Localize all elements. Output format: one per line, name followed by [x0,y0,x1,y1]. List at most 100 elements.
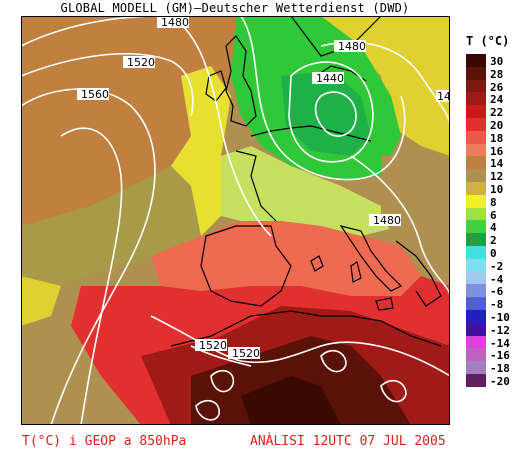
contour-closed-1 [210,369,235,393]
legend-label: -18 [490,362,510,376]
legend-title: T (°C) [466,34,510,48]
temp-zone-atlantic-warm [21,16,261,226]
legend-swatch [466,105,486,119]
legend-label: 4 [490,221,497,235]
coast-north-africa [170,310,442,347]
legend-swatch [466,322,486,337]
legend-label: -20 [490,375,510,388]
legend-label: 10 [490,183,504,196]
legend-label: -4 [490,272,504,286]
legend-swatch [466,297,486,311]
contour-closed-4 [380,379,407,403]
legend-label: 6 [490,208,497,222]
legend-label: 8 [490,195,497,209]
temp-zone-yellow-sw [21,276,61,326]
legend-swatch [466,348,486,362]
contour-label: 1480 [338,40,366,53]
temp-zone-yellow-west [171,66,231,236]
legend-label: 16 [490,144,504,158]
contour-label: 1520 [127,56,155,69]
legend-label: 0 [490,247,497,260]
legend-label: 18 [490,131,504,145]
legend-swatch [466,79,486,93]
legend-swatch [466,310,486,324]
contour-closed-2 [195,399,220,421]
legend-swatch [466,156,486,170]
legend-swatch [466,361,486,375]
legend-swatch [466,194,486,209]
coast-sardinia [350,261,362,283]
legend-swatch [466,271,486,285]
legend-label: -12 [490,323,510,337]
coast-balearic [310,255,324,272]
temp-zone-atlantic-olive [21,166,201,306]
coast-britain [225,35,257,127]
legend-label: 30 [490,55,504,68]
temp-zone-yellow-east [311,16,450,156]
map-title: GLOBAL MODELL (GM)—Deutscher Wetterdiens… [60,1,410,15]
coast-ireland [205,70,227,102]
contour-label: 1560 [81,88,109,101]
coast-biscay [235,150,277,222]
legend-swatch [466,54,486,68]
legend-label: 26 [490,80,504,94]
temp-zone-east-olive [381,156,450,286]
contour-label: 1480 [161,16,189,29]
legend-label: 22 [490,106,504,120]
legend-swatch [466,207,486,221]
temp-zone-hottest [241,376,341,425]
temperature-legend: 30 28 26 24 22 20 18 16 14 12 10 8 6 4 2 0 -2 -4 -6 -8 -10 -1… [466,54,520,388]
legend-swatch [466,374,486,388]
contour-1440-inner [314,91,357,137]
legend-swatch [466,66,486,81]
contour-label: 1520 [199,339,227,352]
legend-label: -2 [490,259,504,273]
coastlines [170,16,442,347]
legend-label: 20 [490,119,504,132]
legend-label: -6 [490,285,504,299]
contour-label: 1480 [437,90,450,103]
contour-1480-east [350,155,450,297]
legend-label: -8 [490,298,504,312]
temperature-map: 1480 1520 1560 1480 1440 1480 1480 1520 … [21,16,450,425]
legend-swatch [466,258,486,273]
contour-1440 [288,61,374,163]
temp-zone-light-green [221,146,401,236]
legend-swatch [466,335,486,349]
legend-swatch [466,246,486,260]
legend-swatch [466,284,486,298]
coast-north-sea [250,125,372,142]
coast-balkans [395,240,442,307]
contour-label-group: 1480 1520 1560 1480 1440 1480 1480 1520 … [77,16,450,360]
legend-swatch [466,233,486,247]
legend-swatch [466,92,486,106]
legend-label: 2 [490,234,497,248]
legend-label: -10 [490,311,510,324]
contour-1520-nw [21,53,194,117]
analysis-time-caption: ANÀLISI 12UTC 07 JUL 2005 [250,434,446,449]
legend-swatch [466,143,486,157]
legend-label: 24 [490,93,504,107]
contour-label: 1520 [232,347,260,360]
contour-1480-center [240,16,406,181]
coast-sicily [375,297,394,311]
contour-1520-west [170,16,272,237]
map-frame [21,16,450,425]
temp-zone-dark-green [281,71,371,156]
contour-1560b [60,127,123,425]
legend-swatch [466,220,486,234]
legend-label: -14 [490,336,510,350]
legend-swatch [466,118,486,132]
contour-label: 1480 [373,214,401,227]
legend-swatch [466,130,486,145]
legend-label: 14 [490,157,504,171]
legend-swatch [466,169,486,183]
legend-swatch [466,182,486,196]
legend-label: -16 [490,349,510,363]
coast-iberia [200,225,292,307]
legend-label: 28 [490,67,504,81]
variable-caption: T(°C) i GEOP a 850hPa [22,434,187,449]
contour-label: 1440 [316,72,344,85]
coast-italy [339,225,403,292]
legend-label: 12 [490,170,504,184]
